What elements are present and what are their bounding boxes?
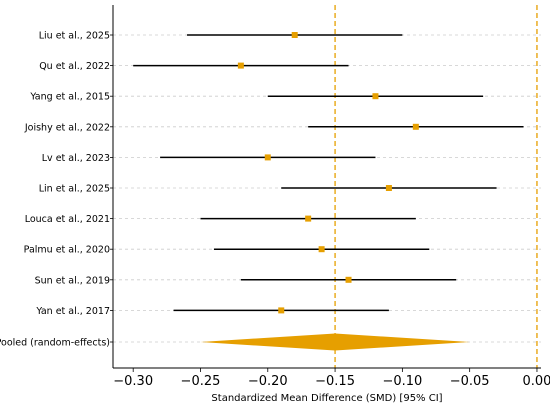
reference-lines: [334, 5, 538, 368]
study-label-2: Yang et al., 2015: [29, 92, 110, 103]
point-estimate-5: [385, 185, 392, 191]
study-label-5: Lin et al., 2025: [39, 184, 110, 195]
study-label-9: Yan et al., 2017: [35, 306, 110, 317]
point-estimate-2: [372, 93, 379, 100]
point-estimate-8: [345, 276, 352, 283]
pooled-label: Pooled (random-effects): [0, 338, 110, 349]
x-tick-label-6: 0.00: [522, 374, 550, 389]
point-estimate-7: [318, 246, 325, 253]
point-estimate-0: [291, 32, 298, 38]
axis-layer: [110, 5, 541, 372]
study-label-0: Liu et al., 2025: [39, 31, 110, 42]
study-label-8: Sun et al., 2019: [35, 275, 110, 286]
study-label-6: Louca et al., 2021: [25, 214, 110, 225]
study-label-4: Lv et al., 2023: [42, 153, 110, 164]
x-tick-label-3: −0.15: [315, 374, 355, 389]
point-estimate-3: [412, 123, 419, 130]
study-label-7: Palmu et al., 2020: [24, 245, 110, 256]
pooled-diamond: [200, 333, 470, 351]
x-axis-title: Standardized Mean Difference (SMD) [95% …: [211, 393, 442, 404]
study-label-1: Qu et al., 2022: [39, 61, 110, 72]
x-tick-label-5: −0.05: [450, 374, 490, 389]
label-layer: Liu et al., 2025 Qu et al., 2022 Yang et a…: [0, 31, 550, 390]
study-label-3: Joishy et al., 2022: [24, 122, 110, 133]
point-estimate-6: [305, 215, 312, 222]
point-estimate-1: [237, 62, 244, 69]
x-tick-label-1: −0.25: [181, 374, 221, 389]
point-estimate-9: [278, 307, 285, 314]
x-tick-label-0: −0.30: [113, 374, 153, 389]
point-estimate-4: [264, 154, 271, 161]
data-layer: [133, 32, 524, 351]
x-tick-label-2: −0.20: [248, 374, 288, 389]
x-tick-label-4: −0.10: [382, 374, 422, 389]
